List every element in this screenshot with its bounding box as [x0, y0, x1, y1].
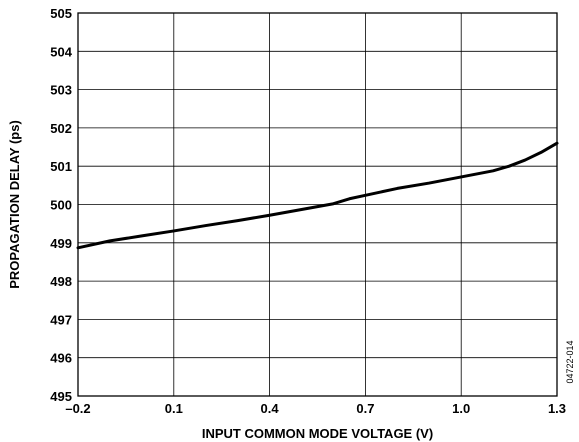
y-tick-label: 495 — [50, 389, 72, 404]
y-axis-label: PROPAGATION DELAY (ps) — [7, 120, 22, 289]
y-tick-label: 502 — [50, 121, 72, 136]
y-tick-label: 500 — [50, 198, 72, 213]
x-tick-label: 0.1 — [165, 401, 183, 416]
x-tick-label: –0.2 — [65, 401, 90, 416]
y-tick-label: 499 — [50, 236, 72, 251]
plot-frame — [77, 12, 558, 397]
series-line — [76, 141, 559, 250]
y-tick-labels: 495 496 497 498 499 500 501 502 503 504 505 — [50, 6, 72, 404]
y-tick-label: 505 — [50, 6, 72, 21]
x-tick-label: 1.3 — [548, 401, 566, 416]
y-tick-label: 498 — [50, 274, 72, 289]
x-axis-label: INPUT COMMON MODE VOLTAGE (V) — [202, 426, 433, 441]
y-tick-label: 504 — [50, 44, 72, 59]
y-tick-label: 503 — [50, 83, 72, 98]
data-layer — [76, 141, 559, 250]
x-tick-label: 1.0 — [452, 401, 470, 416]
y-tick-label: 496 — [50, 351, 72, 366]
grid — [77, 12, 558, 397]
x-tick-label: 0.7 — [356, 401, 374, 416]
x-tick-label: 0.4 — [261, 401, 280, 416]
y-tick-label: 497 — [50, 312, 72, 327]
x-tick-labels: –0.2 0.1 0.4 0.7 1.0 1.3 — [65, 401, 566, 416]
y-tick-label: 501 — [50, 159, 72, 174]
figure-id: 04722-014 — [565, 340, 575, 383]
